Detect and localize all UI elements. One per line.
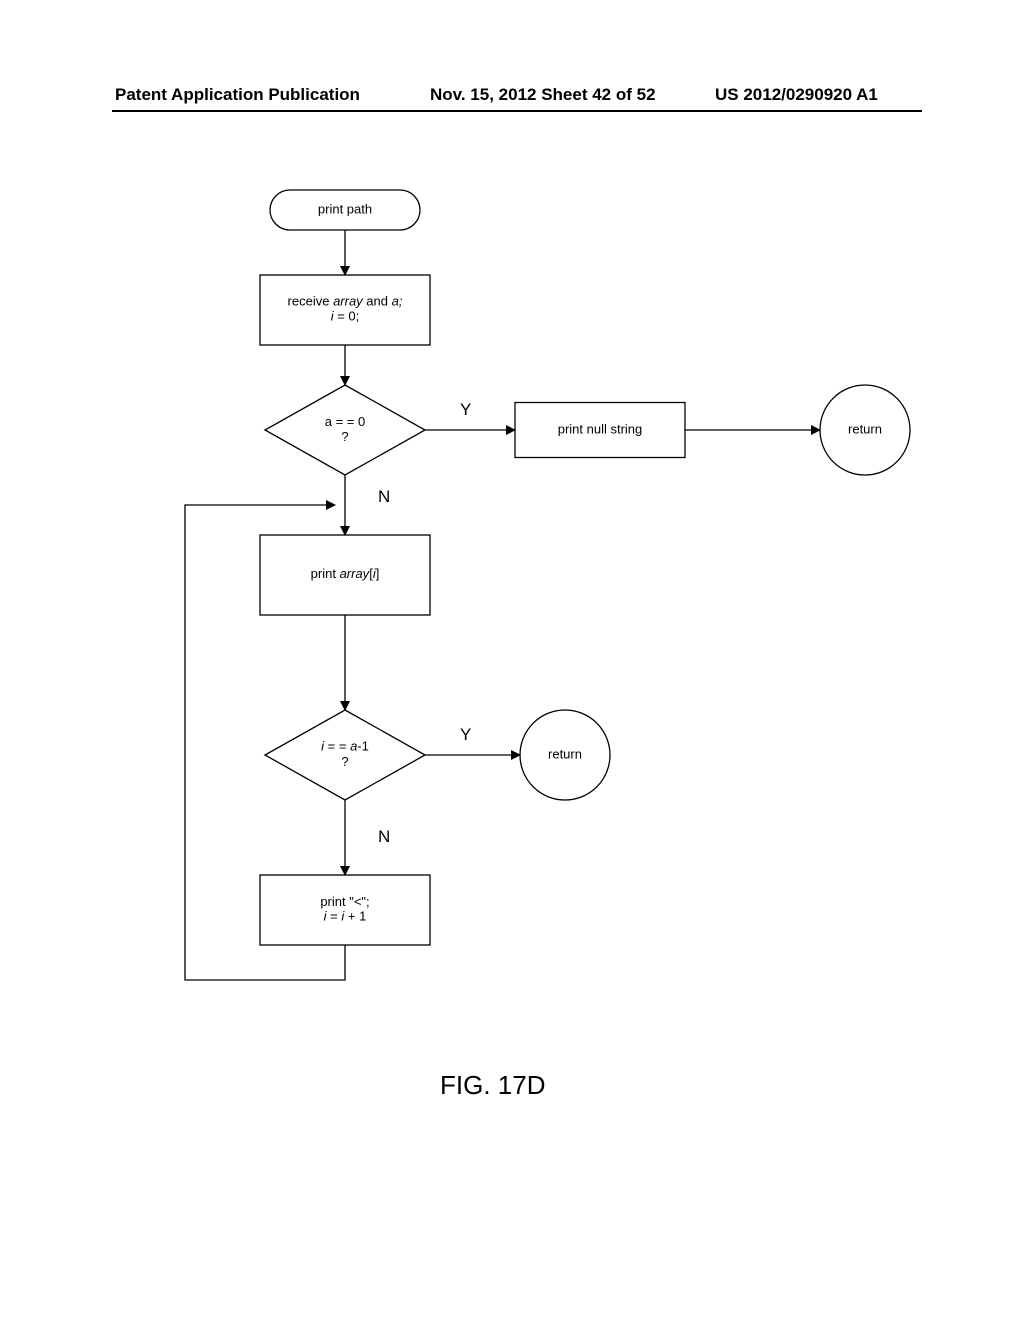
svg-text:i = = a-1: i = = a-1 xyxy=(321,739,369,754)
flowchart-svg: Y N Y N print path receive array and a;i = 0… xyxy=(0,0,1024,1320)
svg-text:i = i + 1: i = i + 1 xyxy=(324,909,367,924)
node-return2: return xyxy=(520,710,610,800)
node-start: print path xyxy=(270,190,420,230)
page: Patent Application Publication Nov. 15, … xyxy=(0,0,1024,1320)
svg-text:print null string: print null string xyxy=(558,421,643,436)
svg-text:Y: Y xyxy=(460,400,471,419)
node-print_arr: print array[i] xyxy=(260,535,430,615)
svg-text:a = = 0: a = = 0 xyxy=(325,414,365,429)
svg-text:return: return xyxy=(548,746,582,761)
svg-text:N: N xyxy=(378,827,390,846)
svg-text:i = 0;: i = 0; xyxy=(331,309,360,324)
svg-text:N: N xyxy=(378,487,390,506)
svg-text:print path: print path xyxy=(318,201,372,216)
node-return1: return xyxy=(820,385,910,475)
node-receive: receive array and a;i = 0; xyxy=(260,275,430,345)
svg-text:Y: Y xyxy=(460,725,471,744)
figure-label: FIG. 17D xyxy=(440,1070,545,1101)
svg-text:print "<";: print "<"; xyxy=(320,894,369,909)
svg-text:?: ? xyxy=(341,429,348,444)
node-print_null: print null string xyxy=(515,403,685,458)
node-print_lt: print "<";i = i + 1 xyxy=(260,875,430,945)
node-a_eq_0: a = = 0? xyxy=(265,385,425,475)
svg-text:print array[i]: print array[i] xyxy=(311,566,380,581)
svg-text:receive array and a;: receive array and a; xyxy=(288,294,403,309)
svg-text:return: return xyxy=(848,421,882,436)
node-i_eq_a1: i = = a-1? xyxy=(265,710,425,800)
svg-text:?: ? xyxy=(341,754,348,769)
